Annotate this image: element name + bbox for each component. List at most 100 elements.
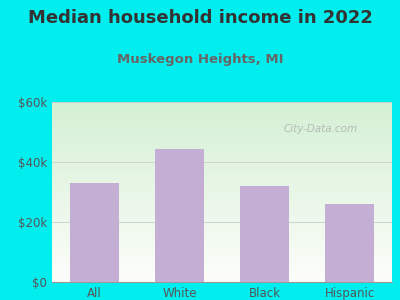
Bar xyxy=(52,145,392,147)
Bar xyxy=(52,188,392,190)
Text: City-Data.com: City-Data.com xyxy=(283,124,357,134)
Bar xyxy=(52,133,392,134)
Bar xyxy=(52,124,392,125)
Bar xyxy=(52,149,392,151)
Bar xyxy=(52,165,392,167)
Bar xyxy=(52,136,392,138)
Bar xyxy=(52,212,392,214)
Bar xyxy=(325,204,374,282)
Bar xyxy=(52,205,392,206)
Bar xyxy=(52,221,392,223)
Bar xyxy=(155,148,204,282)
Bar xyxy=(52,273,392,275)
Bar xyxy=(52,190,392,192)
Bar xyxy=(52,138,392,140)
Bar xyxy=(52,251,392,253)
Bar xyxy=(52,255,392,257)
Bar xyxy=(52,102,392,104)
Bar xyxy=(52,122,392,124)
Bar xyxy=(52,167,392,169)
Bar xyxy=(52,219,392,221)
Bar xyxy=(52,275,392,277)
Bar xyxy=(52,174,392,176)
Bar xyxy=(52,125,392,127)
Bar xyxy=(52,185,392,187)
Bar xyxy=(52,224,392,226)
Bar xyxy=(52,140,392,142)
Bar xyxy=(52,206,392,208)
Bar xyxy=(52,248,392,250)
Bar xyxy=(52,116,392,118)
Bar xyxy=(52,143,392,145)
Bar xyxy=(52,104,392,106)
Bar xyxy=(52,241,392,242)
Bar xyxy=(52,217,392,219)
Bar xyxy=(52,158,392,160)
Bar xyxy=(52,179,392,181)
Bar xyxy=(52,237,392,239)
Bar xyxy=(52,239,392,241)
Bar xyxy=(52,172,392,174)
Bar xyxy=(52,178,392,179)
Bar xyxy=(52,232,392,233)
Bar xyxy=(52,268,392,269)
Bar xyxy=(52,228,392,230)
Bar xyxy=(52,201,392,203)
Bar xyxy=(52,131,392,133)
Bar xyxy=(52,271,392,273)
Bar xyxy=(52,235,392,237)
Bar xyxy=(70,183,119,282)
Bar xyxy=(52,196,392,197)
Bar xyxy=(52,253,392,255)
Bar xyxy=(52,151,392,152)
Bar xyxy=(52,223,392,224)
Bar xyxy=(52,266,392,268)
Bar xyxy=(52,187,392,188)
Bar xyxy=(52,176,392,178)
Bar xyxy=(52,277,392,278)
Bar xyxy=(52,160,392,161)
Bar xyxy=(52,199,392,201)
Bar xyxy=(52,142,392,143)
Bar xyxy=(52,161,392,163)
Bar xyxy=(52,246,392,248)
Text: Muskegon Heights, MI: Muskegon Heights, MI xyxy=(117,52,283,65)
Bar xyxy=(52,147,392,149)
Bar xyxy=(52,118,392,120)
Bar xyxy=(52,115,392,116)
Bar xyxy=(52,127,392,129)
Bar xyxy=(52,109,392,111)
Bar xyxy=(52,259,392,260)
Bar xyxy=(52,181,392,183)
Bar xyxy=(52,113,392,115)
Bar xyxy=(52,169,392,170)
Bar xyxy=(52,129,392,131)
Bar xyxy=(52,278,392,280)
Bar xyxy=(52,262,392,264)
Bar xyxy=(52,194,392,196)
Bar xyxy=(52,120,392,122)
Bar xyxy=(52,242,392,244)
Bar xyxy=(240,186,289,282)
Bar xyxy=(52,111,392,113)
Bar xyxy=(52,250,392,251)
Bar xyxy=(52,203,392,205)
Bar xyxy=(52,280,392,282)
Bar xyxy=(52,154,392,156)
Bar xyxy=(52,197,392,199)
Bar xyxy=(52,210,392,212)
Bar xyxy=(52,208,392,210)
Bar xyxy=(52,192,392,194)
Bar xyxy=(52,134,392,136)
Bar xyxy=(52,257,392,259)
Bar xyxy=(52,170,392,172)
Bar xyxy=(52,264,392,266)
Bar xyxy=(52,244,392,246)
Bar xyxy=(52,156,392,158)
Bar xyxy=(52,214,392,215)
Bar xyxy=(52,106,392,107)
Bar xyxy=(52,183,392,185)
Bar xyxy=(52,269,392,271)
Bar xyxy=(52,107,392,109)
Bar xyxy=(52,230,392,232)
